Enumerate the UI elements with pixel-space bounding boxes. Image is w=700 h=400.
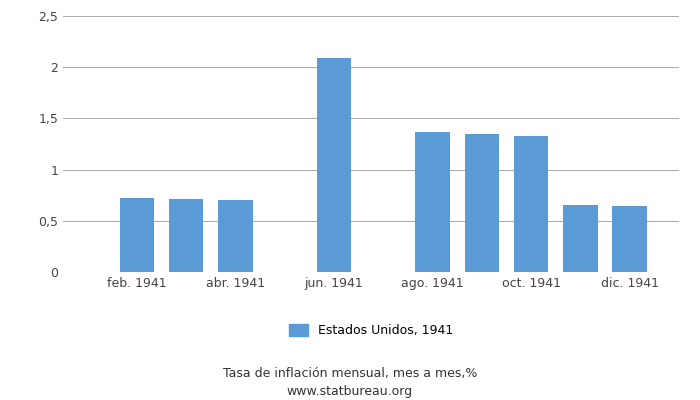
Bar (612, 206, 647, 272)
Text: www.statbureau.org: www.statbureau.org (287, 386, 413, 398)
Bar (317, 58, 351, 272)
Bar (169, 199, 204, 272)
Bar (564, 206, 598, 272)
Bar (120, 198, 154, 272)
Bar (465, 134, 499, 272)
Bar (415, 132, 450, 272)
Legend: Estados Unidos, 1941: Estados Unidos, 1941 (289, 324, 453, 337)
Text: Tasa de inflación mensual, mes a mes,%: Tasa de inflación mensual, mes a mes,% (223, 368, 477, 380)
Bar (218, 200, 253, 272)
Bar (514, 136, 548, 272)
